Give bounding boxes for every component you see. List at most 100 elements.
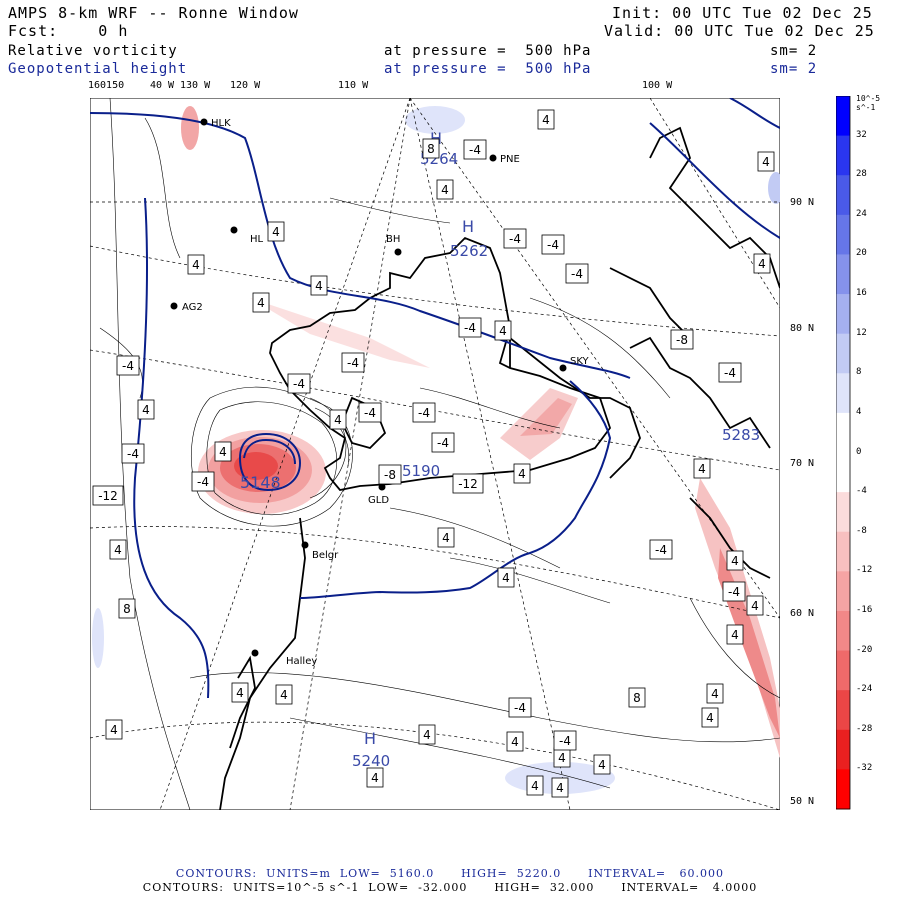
station-marker	[489, 154, 497, 162]
contour-label: 4	[329, 409, 347, 430]
svg-text:-4: -4	[655, 543, 667, 557]
contour-label: 4	[436, 179, 454, 200]
contour-label: 4	[513, 463, 531, 484]
field1-name: Relative vorticity	[8, 43, 178, 59]
contour-label: -4	[541, 234, 565, 255]
colorbar-tick-label: -16	[856, 604, 873, 615]
station-label: Halley	[286, 656, 317, 667]
contour-label: 4	[551, 777, 569, 798]
contour-label: 4	[231, 682, 249, 703]
contour-label: -4	[341, 352, 365, 373]
svg-text:4: 4	[423, 728, 431, 742]
station-marker	[251, 649, 259, 657]
colorbar-cell	[836, 729, 850, 770]
svg-text:-4: -4	[293, 377, 305, 391]
svg-text:-4: -4	[724, 366, 736, 380]
geopotential-contours	[90, 98, 780, 699]
svg-text:4: 4	[531, 779, 539, 793]
colorbar-tick-label: -20	[856, 644, 873, 655]
svg-text:4: 4	[511, 735, 519, 749]
contour-label: -4	[508, 697, 532, 718]
svg-text:4: 4	[762, 155, 770, 169]
colorbar-tick-label: -28	[856, 723, 873, 734]
colorbar-cell	[836, 175, 850, 216]
svg-text:4: 4	[114, 543, 122, 557]
colorbar	[836, 96, 851, 810]
contour-label: -4	[412, 402, 436, 423]
station-marker	[394, 248, 402, 256]
pressure-center-letter: H	[462, 217, 474, 236]
colorbar-tick-label: 24	[856, 208, 867, 219]
pressure-center-value: 5283	[722, 426, 760, 444]
station-label: Belgr	[312, 550, 339, 561]
contour-label: 4	[706, 683, 724, 704]
contour-label: -12	[92, 485, 124, 506]
station-marker	[559, 364, 567, 372]
colorbar-cell	[836, 254, 850, 295]
contour-label: 4	[526, 775, 544, 796]
map-panel: H 5264 H 5262 H 5240 5148 5190 5283 HLK …	[90, 98, 780, 810]
colorbar-tick-label: 28	[856, 169, 867, 180]
colorbar-tick-label: 0	[856, 446, 862, 457]
init-time: Init: 00 UTC Tue 02 Dec 25	[612, 4, 873, 22]
svg-text:4: 4	[502, 571, 510, 585]
contour-label: -4	[649, 539, 673, 560]
contour-label: 4	[701, 707, 719, 728]
contour-label: -4	[463, 139, 487, 160]
contour-label: 8	[628, 687, 646, 708]
contour-label: 4	[109, 539, 127, 560]
contour-label: 4	[506, 731, 524, 752]
svg-text:4: 4	[236, 686, 244, 700]
svg-text:-4: -4	[547, 238, 559, 252]
station-label: PNE	[500, 154, 520, 165]
contour-label: 4	[593, 754, 611, 775]
contour-label: -4	[722, 581, 746, 602]
svg-text:4: 4	[731, 554, 739, 568]
contour-label: 4	[537, 109, 555, 130]
lon-label: 110 W	[338, 80, 369, 91]
contour-label: -4	[503, 228, 527, 249]
lon-label: 100 W	[642, 80, 673, 91]
contour-label: 4	[137, 399, 155, 420]
colorbar-cell	[836, 571, 850, 612]
colorbar-cell	[836, 650, 850, 691]
contour-label: -12	[452, 473, 484, 494]
pressure-center-value: 5190	[402, 462, 440, 480]
contour-label: 4	[187, 254, 205, 275]
colorbar-cell	[836, 412, 850, 453]
lon-label: 160150	[88, 80, 125, 91]
svg-text:4: 4	[542, 113, 550, 127]
station-marker	[200, 118, 208, 126]
station-label: HL	[250, 234, 264, 245]
contour-label: 4	[726, 550, 744, 571]
svg-text:4: 4	[442, 531, 450, 545]
contour-label: 4	[275, 684, 293, 705]
contour-label: -4	[458, 317, 482, 338]
contour-label: 4	[753, 253, 771, 274]
station-label: BH	[386, 234, 400, 245]
svg-text:4: 4	[280, 688, 288, 702]
svg-text:-4: -4	[127, 447, 139, 461]
contour-label: 8	[422, 138, 440, 159]
colorbar-cell	[836, 373, 850, 414]
contour-label: -4	[287, 373, 311, 394]
colorbar-cell	[836, 610, 850, 652]
colorbar-tick-label: 32	[856, 129, 867, 140]
colorbar-tick-label: -8	[856, 525, 867, 536]
lat-label: 70 N	[790, 458, 815, 469]
svg-text:4: 4	[751, 599, 759, 613]
svg-text:4: 4	[441, 183, 449, 197]
svg-text:4: 4	[142, 403, 150, 417]
svg-text:-4: -4	[514, 701, 526, 715]
colorbar-cell	[836, 333, 850, 374]
field2-pressure: at pressure = 500 hPa	[384, 61, 592, 77]
svg-text:-4: -4	[559, 734, 571, 748]
svg-text:8: 8	[633, 691, 641, 705]
contour-label: -4	[191, 471, 215, 492]
contour-label: -4	[565, 263, 589, 284]
svg-text:4: 4	[334, 413, 342, 427]
contour-label: -4	[116, 355, 140, 376]
colorbar-tick-label: 16	[856, 288, 867, 299]
station-label: HLK	[211, 118, 231, 129]
svg-text:-12: -12	[98, 489, 118, 503]
